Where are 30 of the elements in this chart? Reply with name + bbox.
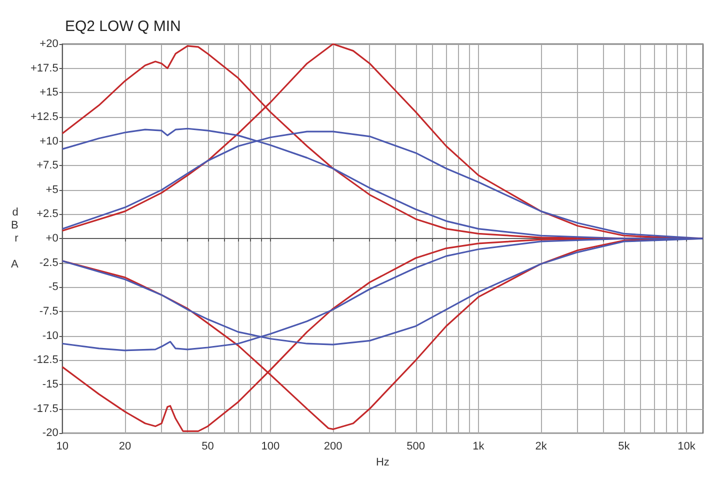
y-tick-label: -7.5	[39, 306, 58, 318]
x-tick-label: 2k	[535, 440, 548, 453]
y-tick-label: +2.5	[36, 208, 58, 220]
y-tick-label: -17.5	[33, 402, 58, 415]
text: dBr A	[10, 206, 18, 271]
y-tick-label: -10	[42, 330, 58, 342]
x-tick-label: 1k	[472, 440, 485, 453]
x-tick-label: 5k	[618, 440, 630, 453]
y-tick-label: +15	[40, 86, 58, 99]
y-tick-label: +20	[40, 38, 58, 50]
x-tick-label: 10k	[678, 440, 696, 453]
y-tick-label: +17.5	[30, 62, 58, 74]
y-tick-label: +12.5	[30, 110, 58, 123]
y-tick-label: +0	[46, 232, 58, 245]
chart-title: EQ2 LOW Q MIN	[65, 18, 181, 35]
x-axis-title: Hz	[376, 456, 390, 468]
y-tick-label: -2.5	[39, 256, 58, 269]
x-tick-label: 200	[324, 440, 342, 453]
x-tick-label: 100	[261, 440, 280, 453]
x-tick-label: 50	[202, 440, 214, 453]
y-tick-label: -5	[48, 281, 58, 294]
y-tick-label: +10	[40, 135, 58, 148]
y-tick-label: +5	[46, 184, 58, 196]
y-tick-label: -12.5	[33, 354, 58, 366]
y-tick-label: -15	[42, 378, 58, 390]
x-tick-label: 500	[406, 440, 426, 453]
y-tick-label: -20	[42, 427, 58, 440]
y-tick-label: +7.5	[36, 160, 58, 172]
x-tick-label: 10	[56, 440, 68, 453]
x-tick-label: 20	[118, 440, 132, 453]
